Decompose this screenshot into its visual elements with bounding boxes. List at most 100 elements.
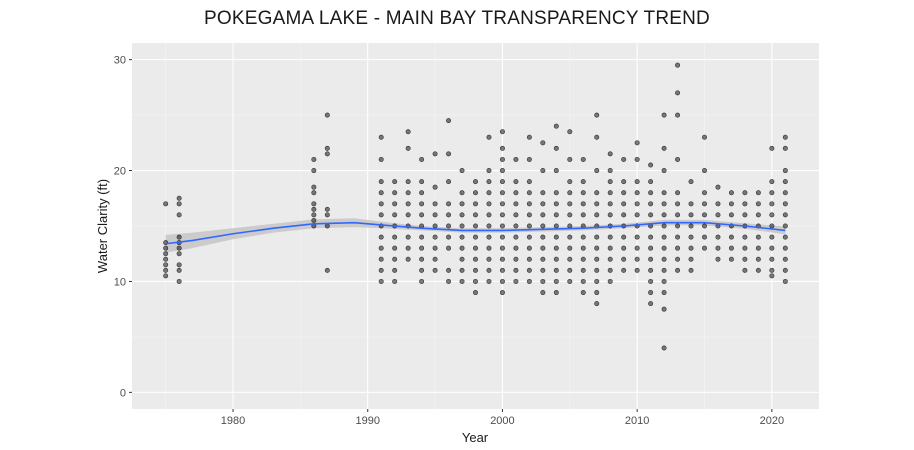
data-point — [526, 256, 532, 262]
y-tick-label: 30 — [114, 55, 126, 67]
data-point — [446, 223, 452, 229]
data-point — [405, 256, 411, 262]
data-point — [446, 245, 452, 251]
data-point — [540, 278, 546, 284]
data-point — [769, 267, 775, 273]
data-point — [648, 301, 654, 307]
data-point — [526, 212, 532, 218]
data-point — [378, 245, 384, 251]
data-point — [648, 245, 654, 251]
data-point — [472, 201, 478, 207]
data-point — [688, 212, 694, 218]
data-point — [446, 118, 452, 124]
data-point — [540, 201, 546, 207]
data-point — [472, 267, 478, 273]
data-point — [378, 156, 384, 162]
data-point — [513, 190, 519, 196]
data-point — [661, 278, 667, 284]
data-point — [742, 190, 748, 196]
data-point — [163, 201, 169, 207]
data-point — [594, 234, 600, 240]
data-point — [553, 290, 559, 296]
data-point — [701, 223, 707, 229]
data-point — [728, 190, 734, 196]
data-point — [378, 212, 384, 218]
data-point — [580, 190, 586, 196]
data-point — [782, 278, 788, 284]
data-point — [472, 290, 478, 296]
data-point — [634, 179, 640, 185]
data-point — [163, 262, 169, 268]
data-point — [486, 278, 492, 284]
data-point — [634, 156, 640, 162]
data-point — [675, 201, 681, 207]
data-point — [176, 201, 182, 207]
data-point — [513, 212, 519, 218]
data-point — [446, 267, 452, 273]
data-point — [499, 223, 505, 229]
data-point — [526, 156, 532, 162]
data-point — [432, 234, 438, 240]
data-point — [486, 245, 492, 251]
data-point — [432, 256, 438, 262]
data-point — [648, 267, 654, 273]
data-point — [472, 223, 478, 229]
data-point — [553, 234, 559, 240]
data-point — [176, 212, 182, 218]
data-point — [432, 151, 438, 157]
data-point — [567, 256, 573, 262]
data-point — [607, 151, 613, 157]
data-point — [553, 123, 559, 129]
data-point — [661, 212, 667, 218]
data-point — [634, 140, 640, 146]
data-point — [176, 251, 182, 257]
data-point — [513, 245, 519, 251]
data-point — [607, 168, 613, 174]
data-point — [324, 112, 330, 118]
data-point — [688, 223, 694, 229]
data-point — [688, 256, 694, 262]
data-point — [701, 212, 707, 218]
data-point — [715, 201, 721, 207]
x-tick-label: 2000 — [490, 415, 514, 427]
data-point — [661, 223, 667, 229]
data-point — [621, 234, 627, 240]
data-point — [163, 273, 169, 279]
data-point — [675, 190, 681, 196]
data-point — [594, 134, 600, 140]
data-point — [324, 267, 330, 273]
data-point — [648, 234, 654, 240]
data-point — [782, 134, 788, 140]
x-axis-ticks: 1980 1990 2000 2010 2020 — [221, 409, 784, 427]
data-point — [661, 112, 667, 118]
data-point — [661, 190, 667, 196]
data-point — [742, 201, 748, 207]
data-point — [472, 234, 478, 240]
data-point — [499, 256, 505, 262]
data-point — [553, 145, 559, 151]
data-point — [513, 256, 519, 262]
data-point — [648, 190, 654, 196]
data-point — [405, 129, 411, 135]
data-point — [755, 267, 761, 273]
data-point — [486, 234, 492, 240]
data-point — [419, 190, 425, 196]
data-point — [701, 201, 707, 207]
data-point — [661, 345, 667, 351]
data-point — [567, 278, 573, 284]
data-point — [432, 245, 438, 251]
data-point — [176, 262, 182, 268]
data-point — [567, 267, 573, 273]
data-point — [405, 190, 411, 196]
data-point — [742, 256, 748, 262]
data-point — [392, 212, 398, 218]
data-point — [769, 145, 775, 151]
data-point — [472, 278, 478, 284]
data-point — [553, 190, 559, 196]
data-point — [513, 278, 519, 284]
data-point — [176, 234, 182, 240]
data-point — [392, 234, 398, 240]
data-point — [378, 134, 384, 140]
data-point — [459, 212, 465, 218]
data-point — [526, 179, 532, 185]
